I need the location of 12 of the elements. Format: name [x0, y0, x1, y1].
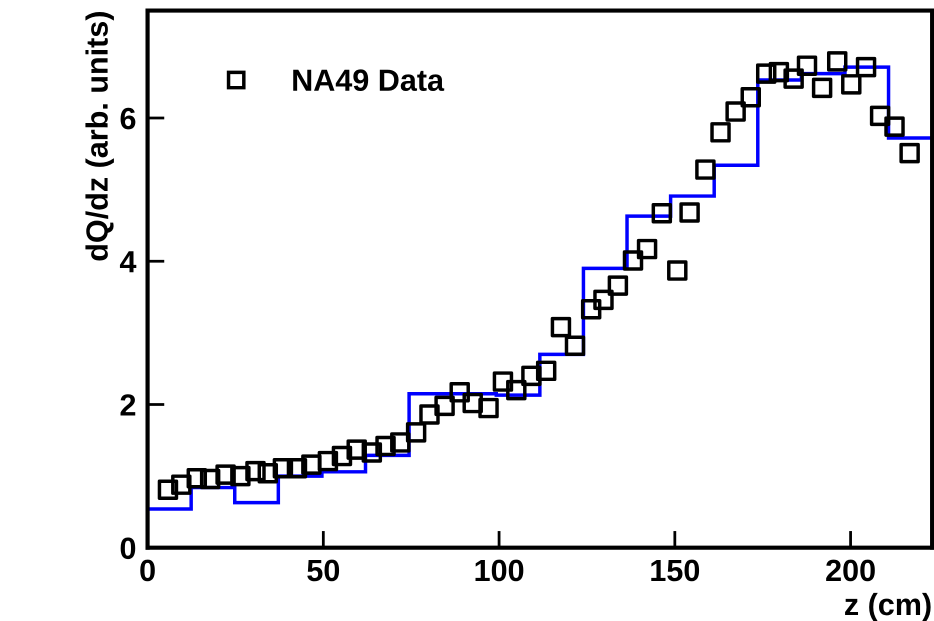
x-tick-label: 200 [826, 560, 875, 582]
y-tick-label: 6 [120, 108, 136, 130]
legend-label: NA49 Data [293, 69, 444, 92]
x-tick-label: 100 [476, 560, 524, 582]
x-tick-label: 0 [140, 560, 155, 582]
x-tick-label: 50 [307, 560, 340, 582]
y-tick-label: 0 [120, 537, 136, 560]
x-tick-label: 150 [651, 560, 700, 582]
y-axis-title: dQ/dz (arb. units) [85, 12, 114, 260]
x-axis-title: z (cm) [845, 592, 931, 621]
y-tick-label: 4 [120, 251, 136, 272]
y-tick-label: 2 [120, 394, 136, 416]
